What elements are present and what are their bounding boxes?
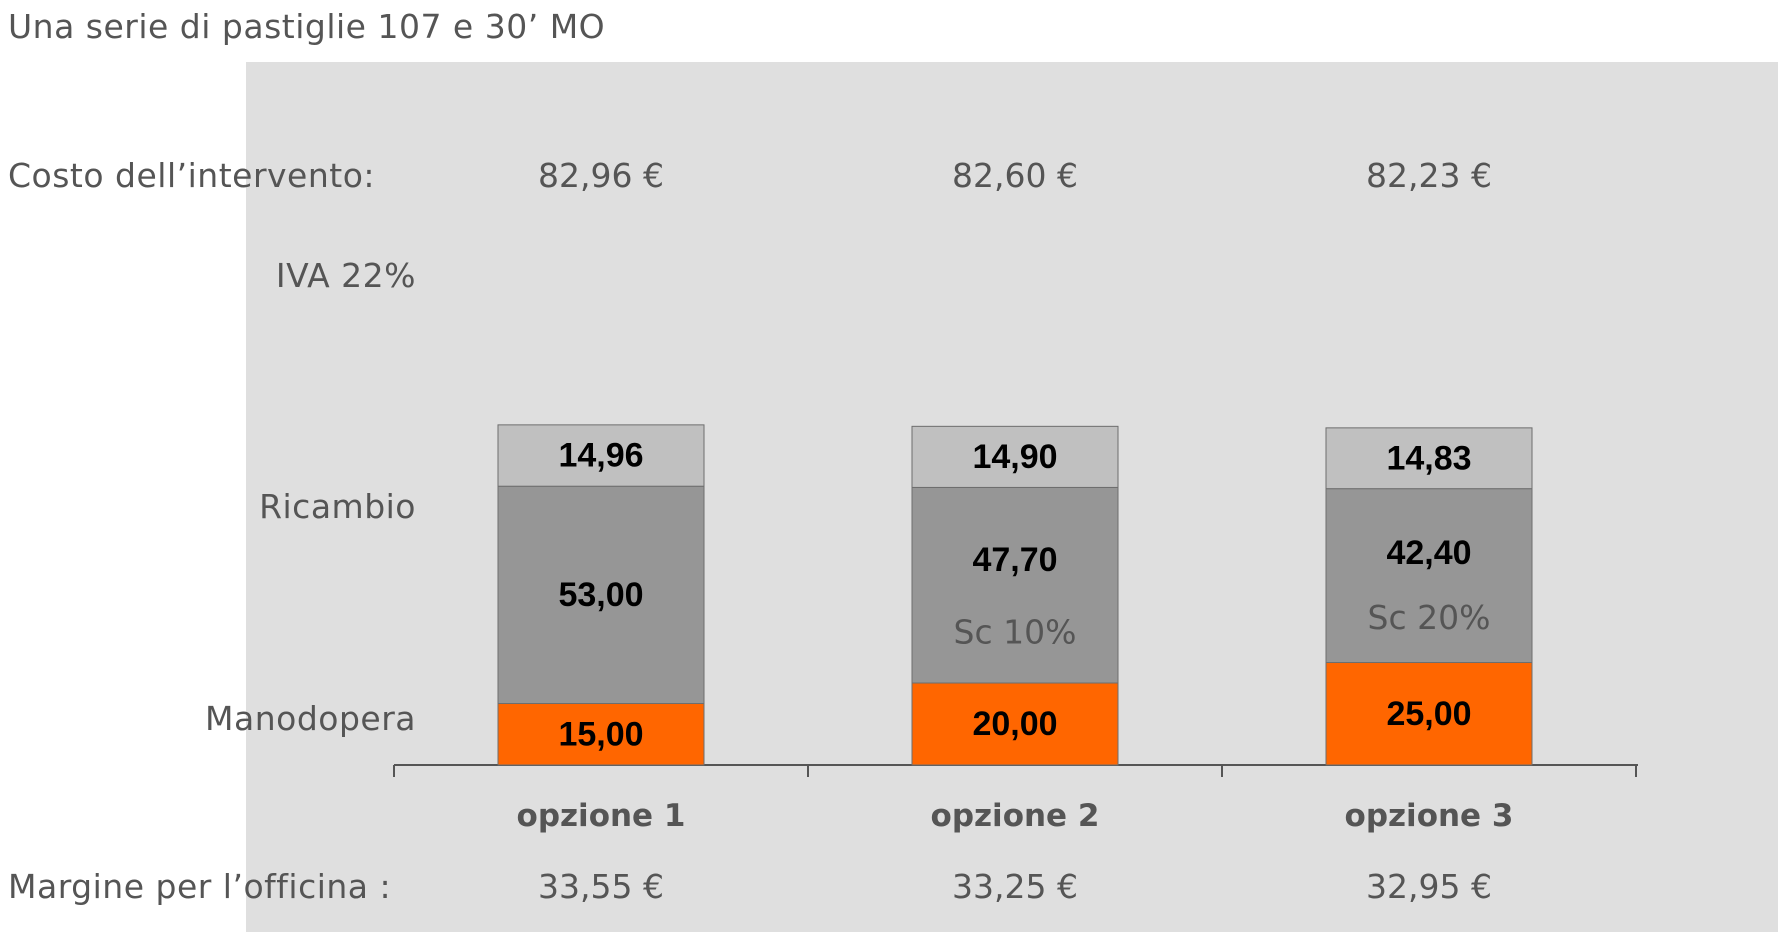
data-label-manodopera-3: 25,00 <box>1386 695 1471 733</box>
bar-ricambio-3 <box>1325 488 1533 663</box>
discount-annotation-3: Sc 20% <box>1368 598 1491 637</box>
bar-manodopera-3 <box>1325 662 1533 766</box>
bar-manodopera-2 <box>911 682 1119 766</box>
bar-iva-1 <box>497 424 705 487</box>
data-label-ricambio-1: 53,00 <box>558 576 643 614</box>
series-label-manodopera: Manodopera <box>205 699 416 738</box>
data-label-iva-1: 14,96 <box>558 437 643 475</box>
category-label-3: opzione 3 <box>1345 798 1514 834</box>
category-label-2: opzione 2 <box>931 798 1100 834</box>
bar-ricambio-2 <box>911 486 1119 684</box>
data-label-manodopera-2: 20,00 <box>972 705 1057 743</box>
margin-value-3: 32,95 € <box>1366 867 1492 906</box>
cost-row-label: Costo dell’intervento: <box>8 156 376 195</box>
page-title: Una serie di pastiglie 107 e 30’ MO <box>8 7 606 46</box>
category-label-1: opzione 1 <box>517 798 686 834</box>
series-label-iva: IVA 22% <box>275 256 416 295</box>
bar-ricambio-1 <box>497 485 705 705</box>
bar-manodopera-1 <box>497 703 705 766</box>
discount-annotation-2: Sc 10% <box>954 613 1077 652</box>
margin-row-label: Margine per l’officina : <box>8 867 392 906</box>
bar-iva-3 <box>1325 427 1533 490</box>
margin-value-2: 33,25 € <box>952 867 1078 906</box>
total-cost-3: 82,23 € <box>1366 156 1492 195</box>
bar-iva-2 <box>911 425 1119 488</box>
total-cost-2: 82,60 € <box>952 156 1078 195</box>
margin-value-1: 33,55 € <box>538 867 664 906</box>
data-label-manodopera-1: 15,00 <box>558 715 643 753</box>
data-label-iva-3: 14,83 <box>1386 439 1471 477</box>
data-label-iva-2: 14,90 <box>972 438 1057 476</box>
data-label-ricambio-2: 47,70 <box>972 541 1057 579</box>
total-cost-1: 82,96 € <box>538 156 664 195</box>
series-label-ricambio: Ricambio <box>259 487 416 526</box>
data-label-ricambio-3: 42,40 <box>1386 534 1471 572</box>
